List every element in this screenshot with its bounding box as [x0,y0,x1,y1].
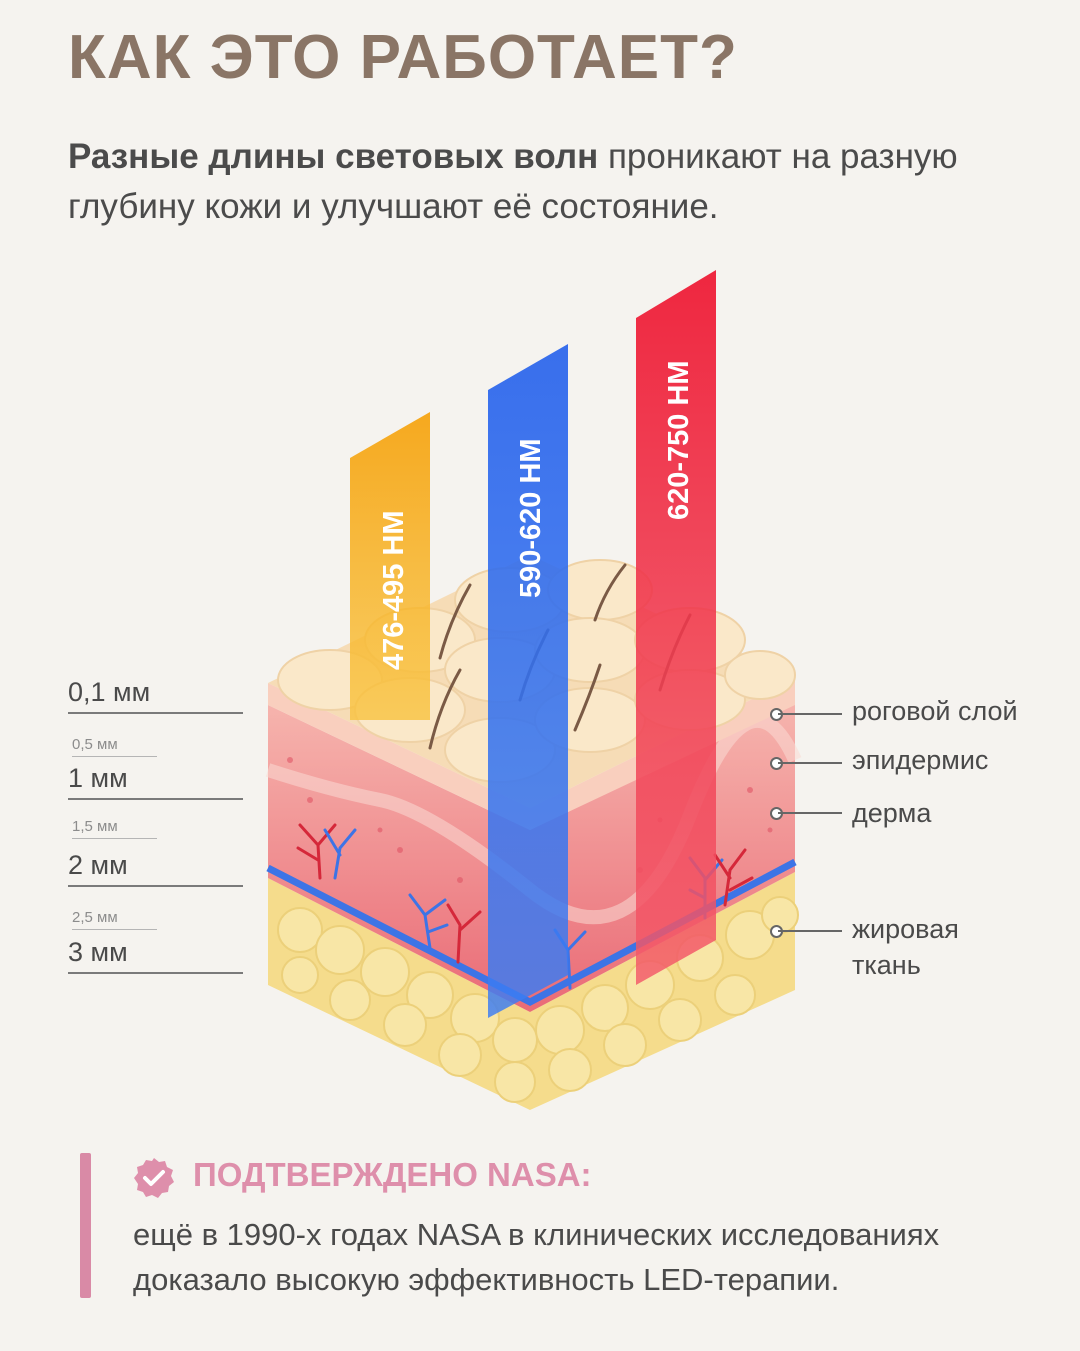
nasa-text: ещё в 1990-х годах NASA в клинических ис… [133,1217,940,1297]
layer-label-epidermis: эпидермис [852,745,989,775]
subtitle-rest: проникают на разную глубину кожи и улучш… [68,137,958,226]
scale-mark: 3 мм [68,937,243,974]
beam-blue [488,344,568,1018]
scale-mark: 2 мм [68,850,243,887]
beam-red [636,270,716,985]
layer-label-dermis: дерма [852,798,932,828]
scale-mark: 1 мм [68,763,243,800]
verified-badge-icon [134,1158,174,1198]
layer-label-stratum-corneum: роговой слой [852,696,1018,726]
scale-mark: 0,1 мм [68,677,243,714]
fat-layer [268,872,799,1110]
nasa-accent-bar [80,1153,91,1298]
scale-mark-minor: 0,5 мм [72,734,157,757]
page-title: КАК ЭТО РАБОТАЕТ? [68,23,738,92]
light-beams: 476-495 НМ 590-620 НМ 620-750 НМ [350,270,716,1018]
nasa-heading: ПОДТВЕРЖДЕНО NASA: [193,1156,592,1193]
leader-line [778,930,842,932]
subtitle-bold: Разные длины световых волн [68,137,599,176]
beam-label-red: 620-750 НМ [663,360,695,520]
beam-label-blue: 590-620 НМ [515,438,547,598]
beam-label-orange: 476-495 НМ [378,510,410,670]
leader-line [778,713,842,715]
beam-orange [350,412,430,720]
page-subtitle: Разные длины световых волн проникают на … [68,132,1028,232]
scale-mark-minor: 2,5 мм [72,907,157,930]
scale-mark-minor: 1,5 мм [72,816,157,839]
leader-line [778,762,842,764]
layer-label-fat: жировая ткань [852,914,959,980]
leader-line [778,812,842,814]
